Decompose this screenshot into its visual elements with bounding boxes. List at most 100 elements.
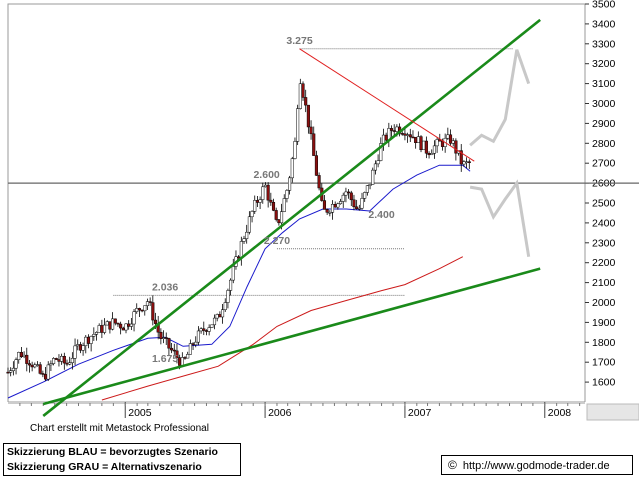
candle-body (242, 238, 246, 242)
chart-credit: Chart erstellt mit Metastock Professiona… (30, 423, 209, 434)
candle-body (379, 143, 383, 161)
x-tick-label: 2008 (548, 407, 572, 419)
candle-body (6, 371, 10, 374)
candle-body (22, 354, 26, 357)
y-tick-label: 3400 (592, 18, 616, 30)
price-level-label: 1.675 (152, 353, 178, 365)
candle-body (400, 133, 404, 135)
price-level-label: 2.400 (368, 209, 394, 221)
y-tick-label: 2800 (592, 138, 616, 150)
candle-body (333, 204, 337, 208)
candle-body (194, 341, 198, 346)
y-tick-label: 2400 (592, 217, 616, 229)
candle-body (306, 104, 310, 128)
candle-body (239, 241, 243, 259)
candle-body (164, 337, 168, 339)
candle-body (384, 134, 388, 141)
candle-body (127, 323, 131, 327)
candle-body (191, 343, 195, 346)
candle-body (92, 334, 96, 337)
candle-body (277, 219, 281, 224)
candle-body (459, 150, 463, 165)
candle-body (451, 140, 455, 144)
legend-line-blue: Skizzierung BLAU = bevorzugtes Szenario (7, 446, 218, 458)
candle-body (129, 323, 133, 327)
candle-body (100, 325, 104, 333)
candle-body (406, 134, 410, 136)
candle-body (231, 266, 235, 281)
y-tick-label: 2300 (592, 237, 616, 249)
candle-body (210, 324, 214, 328)
candle-body (349, 192, 353, 201)
candle-body (33, 364, 37, 368)
source-url[interactable]: http://www.godmode-trader.de (462, 460, 610, 472)
candle-body (408, 134, 412, 138)
candle-body (261, 186, 265, 200)
candle-body (419, 136, 423, 151)
candle-body (247, 216, 251, 233)
x-tick-label: 2007 (408, 407, 432, 419)
candle-body (330, 204, 335, 213)
candle-body (258, 199, 262, 203)
candle-body (269, 199, 273, 203)
candle-body (19, 352, 23, 357)
candle-body (30, 364, 34, 368)
candle-body (467, 161, 471, 163)
candle-body (223, 302, 227, 310)
candle-body (143, 305, 147, 312)
candle-body (298, 83, 302, 109)
candle-body (119, 323, 123, 329)
candle-body (440, 140, 445, 147)
scenario-alternative-path (469, 179, 531, 257)
candle-body (175, 350, 179, 358)
trendline (42, 267, 541, 406)
candle-body (49, 363, 53, 366)
candle-body (38, 364, 42, 374)
candle-body (172, 349, 176, 352)
candle-body (293, 141, 297, 159)
candle-body (395, 126, 399, 132)
y-tick-label: 2500 (592, 198, 616, 210)
y-tick-label: 1700 (592, 357, 616, 369)
candle-body (274, 210, 278, 220)
candle-body (65, 362, 69, 365)
candle-body (46, 364, 50, 380)
candle-body (204, 330, 209, 332)
candle-body (322, 200, 327, 210)
y-tick-label: 3200 (592, 58, 616, 70)
candle-body (108, 321, 112, 330)
candle-body (389, 128, 394, 131)
legend-line-grey: Skizzierung GRAU = Alternativszenario (7, 461, 202, 473)
trendline (299, 48, 475, 162)
candle-body (347, 191, 351, 194)
candle-body (309, 126, 313, 135)
candle-body (137, 308, 141, 311)
candle-body (229, 279, 233, 291)
candle-body (14, 359, 18, 369)
candle-body (145, 301, 150, 306)
candle-body (62, 356, 66, 364)
candle-body (416, 136, 420, 143)
scenario-legend: Skizzierung BLAU = bevorzugtes Szenario … (3, 443, 241, 476)
candle-body (202, 328, 206, 331)
candle-body (341, 194, 345, 202)
candle-body (78, 344, 82, 351)
candle-body (97, 325, 101, 333)
candle-body (424, 140, 428, 154)
candle-body (226, 290, 230, 303)
plot-frame (7, 3, 586, 403)
candle-body (414, 137, 418, 143)
candle-body (52, 358, 56, 364)
y-tick-label: 2100 (592, 277, 616, 289)
candle-body (180, 357, 184, 366)
y-tick-label: 2700 (592, 158, 616, 170)
candle-body (328, 212, 332, 214)
candle-body (432, 145, 436, 154)
candle-body (186, 354, 190, 359)
candle-body (60, 356, 64, 362)
y-tick-label: 1600 (592, 377, 616, 389)
candle-body (140, 309, 144, 312)
source-url-box[interactable]: © http://www.godmode-trader.de (441, 455, 633, 475)
candle-body (113, 318, 117, 324)
candle-body (376, 160, 380, 165)
